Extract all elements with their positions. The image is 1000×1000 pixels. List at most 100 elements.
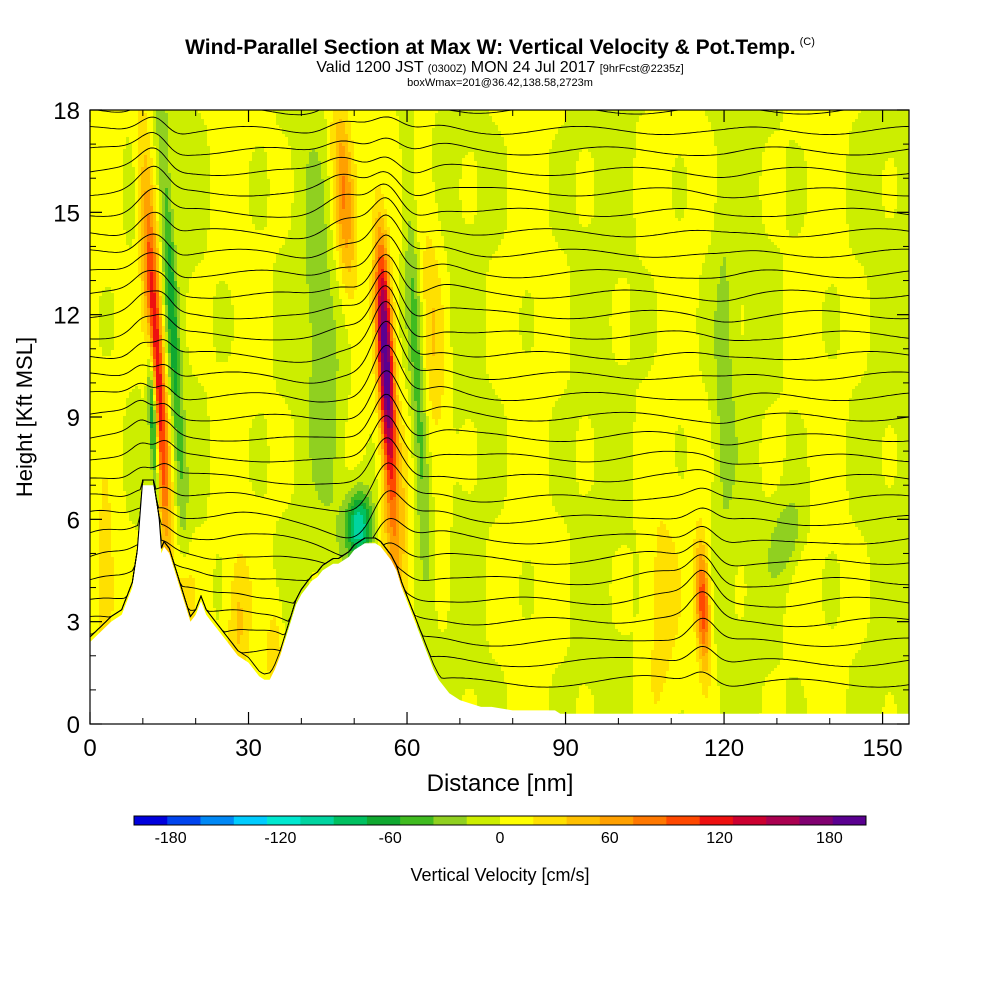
- velocity-cell: [147, 122, 151, 126]
- velocity-cell: [114, 464, 118, 468]
- velocity-cell: [147, 305, 151, 309]
- velocity-cell: [162, 296, 166, 300]
- velocity-cell: [147, 263, 151, 267]
- velocity-cell: [159, 266, 163, 270]
- velocity-cell: [159, 320, 163, 324]
- velocity-cell: [111, 524, 115, 528]
- velocity-cell: [153, 284, 157, 288]
- velocity-cell: [141, 266, 145, 270]
- velocity-cell: [105, 560, 109, 564]
- velocity-cell: [150, 353, 154, 357]
- velocity-cell: [159, 455, 163, 459]
- velocity-cell: [120, 491, 124, 495]
- velocity-cell: [138, 350, 142, 354]
- velocity-cell: [105, 302, 109, 306]
- velocity-cell: [93, 527, 97, 531]
- velocity-cell: [108, 383, 112, 387]
- velocity-cell: [108, 497, 112, 501]
- velocity-cell: [144, 113, 148, 117]
- velocity-cell: [123, 491, 127, 495]
- velocity-cell: [150, 167, 154, 171]
- velocity-cell: [99, 173, 103, 177]
- velocity-cell: [108, 527, 112, 531]
- velocity-cell: [123, 380, 127, 384]
- velocity-cell: [147, 455, 151, 459]
- velocity-cell: [141, 428, 145, 432]
- velocity-cell: [102, 344, 106, 348]
- velocity-cell: [99, 593, 103, 597]
- velocity-cell: [126, 239, 130, 243]
- velocity-cell: [144, 317, 148, 321]
- velocity-cell: [147, 434, 151, 438]
- velocity-cell: [108, 611, 112, 615]
- velocity-cell: [105, 116, 109, 120]
- velocity-cell: [123, 500, 127, 504]
- velocity-cell: [120, 473, 124, 477]
- velocity-cell: [135, 503, 139, 507]
- velocity-cell: [102, 500, 106, 504]
- velocity-cell: [123, 350, 127, 354]
- velocity-cell: [120, 275, 124, 279]
- velocity-cell: [108, 245, 112, 249]
- velocity-cell: [96, 578, 100, 582]
- velocity-cell: [123, 158, 127, 162]
- velocity-cell: [138, 347, 142, 351]
- velocity-cell: [117, 482, 121, 486]
- velocity-cell: [144, 125, 148, 129]
- velocity-cell: [96, 119, 100, 123]
- velocity-cell: [117, 551, 121, 555]
- velocity-cell: [129, 455, 133, 459]
- velocity-cell: [159, 425, 163, 429]
- velocity-cell: [126, 116, 130, 120]
- velocity-cell: [123, 554, 127, 558]
- velocity-cell: [135, 362, 139, 366]
- velocity-cell: [147, 257, 151, 261]
- velocity-cell: [93, 425, 97, 429]
- velocity-cell: [126, 173, 130, 177]
- velocity-cell: [114, 398, 118, 402]
- velocity-cell: [144, 224, 148, 228]
- velocity-cell: [111, 560, 115, 564]
- velocity-cell: [132, 314, 136, 318]
- velocity-cell: [96, 437, 100, 441]
- velocity-cell: [102, 176, 106, 180]
- velocity-cell: [96, 467, 100, 471]
- velocity-cell: [96, 158, 100, 162]
- velocity-cell: [102, 485, 106, 489]
- velocity-cell: [150, 380, 154, 384]
- velocity-cell: [93, 605, 97, 609]
- velocity-cell: [96, 455, 100, 459]
- velocity-cell: [117, 329, 121, 333]
- velocity-cell: [105, 164, 109, 168]
- velocity-cell: [108, 224, 112, 228]
- velocity-cell: [126, 434, 130, 438]
- velocity-cell: [132, 476, 136, 480]
- velocity-cell: [141, 287, 145, 291]
- velocity-cell: [114, 308, 118, 312]
- velocity-cell: [138, 377, 142, 381]
- velocity-cell: [138, 416, 142, 420]
- velocity-cell: [150, 182, 154, 186]
- velocity-cell: [99, 560, 103, 564]
- velocity-cell: [96, 227, 100, 231]
- velocity-cell: [135, 311, 139, 315]
- velocity-cell: [123, 515, 127, 519]
- velocity-cell: [111, 497, 115, 501]
- velocity-cell: [120, 326, 124, 330]
- velocity-cell: [156, 482, 160, 486]
- velocity-cell: [120, 461, 124, 465]
- velocity-cell: [135, 185, 139, 189]
- velocity-cell: [105, 287, 109, 291]
- velocity-cell: [141, 422, 145, 426]
- velocity-cell: [120, 314, 124, 318]
- velocity-cell: [117, 470, 121, 474]
- velocity-cell: [117, 362, 121, 366]
- velocity-cell: [93, 479, 97, 483]
- velocity-cell: [135, 515, 139, 519]
- velocity-cell: [120, 290, 124, 294]
- velocity-cell: [132, 503, 136, 507]
- velocity-cell: [138, 170, 142, 174]
- velocity-cell: [111, 527, 115, 531]
- velocity-cell: [99, 197, 103, 201]
- velocity-cell: [96, 152, 100, 156]
